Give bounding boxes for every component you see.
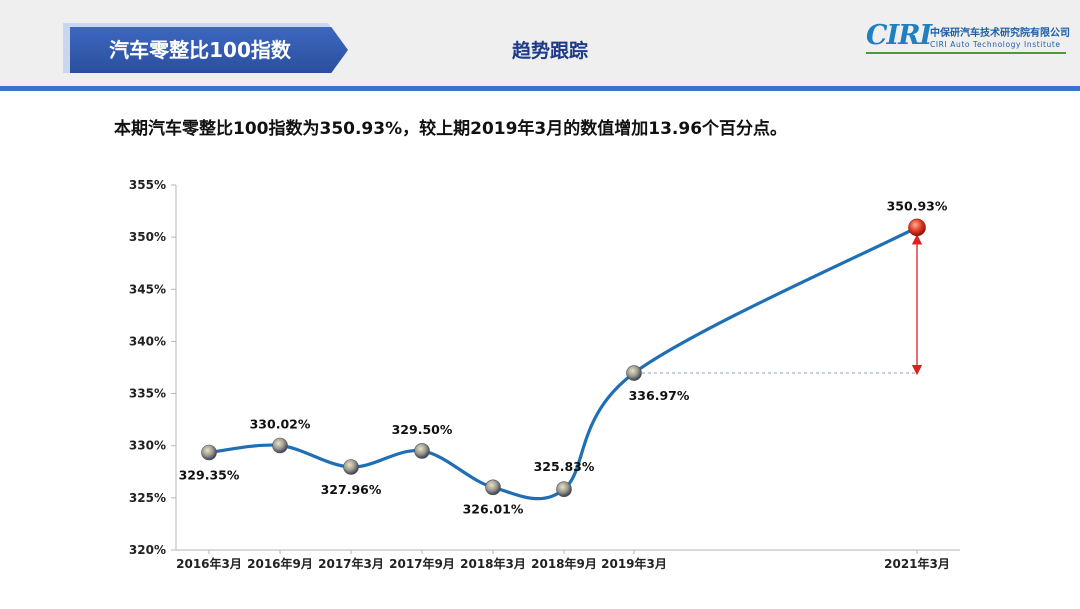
ciri-logo: CIRI 中保研汽车技术研究院有限公司 CIRI Auto Technology… [866,20,1070,60]
chart-series [201,218,926,501]
data-point [414,443,430,459]
title-tab [70,27,348,73]
data-label: 336.97% [629,388,690,403]
highlight-point [908,218,926,237]
chart-axes: 320% 325% 330% 335% 340% 345% 350% 355% 2016年3月 2… [129,178,960,571]
data-point [556,481,572,498]
logo-name-cn: 中保研汽车技术研究院有限公司 [930,28,1070,39]
x-tick-label: 2016年3月 [176,556,242,571]
x-tick-label: 2016年9月 [247,556,313,571]
y-tick-label: 355% [129,178,166,192]
data-label: 325.83% [534,459,595,474]
tab-title: 汽车零整比100指数 [109,38,291,62]
logo-underline [866,52,1066,54]
y-tick-label: 340% [129,334,166,348]
x-tick-label: 2017年3月 [318,556,384,571]
y-tick-label: 335% [129,387,166,401]
data-point [201,444,217,461]
y-tick-label: 320% [129,543,166,557]
series-line [207,225,919,501]
y-tick-label: 330% [129,439,166,453]
data-label: 329.50% [392,422,453,437]
data-label: 329.35% [179,467,240,482]
data-label: 327.96% [321,482,382,497]
x-tick-label: 2021年3月 [884,556,950,571]
y-tick-label: 345% [129,282,166,296]
summary-text: 本期汽车零整比100指数为350.93%，较上期2019年3月的数值增加13.9… [114,119,788,139]
chart-data-labels: 329.35% 330.02% 327.96% 329.50% 326.01% 325.8… [179,198,948,516]
y-tick-label: 325% [129,491,166,505]
y-tick-label: 350% [129,230,166,244]
x-tick-label: 2019年3月 [601,556,667,571]
x-tick-label: 2017年9月 [389,556,455,571]
section-title: 趋势跟踪 [511,40,588,62]
data-point [485,479,501,496]
x-tick-label: 2018年9月 [531,556,597,571]
x-tick-label: 2018年3月 [460,556,526,571]
data-point [626,365,642,381]
chart-annotation [642,234,923,376]
data-point [343,459,359,475]
data-label: 350.93% [887,198,948,213]
logo-name-en: CIRI Auto Technology Institute [930,40,1061,49]
data-label: 326.01% [463,501,524,516]
data-point [272,437,288,454]
data-label: 330.02% [250,417,311,432]
header-divider [0,86,1080,91]
logo-mark: CIRI [866,20,932,51]
